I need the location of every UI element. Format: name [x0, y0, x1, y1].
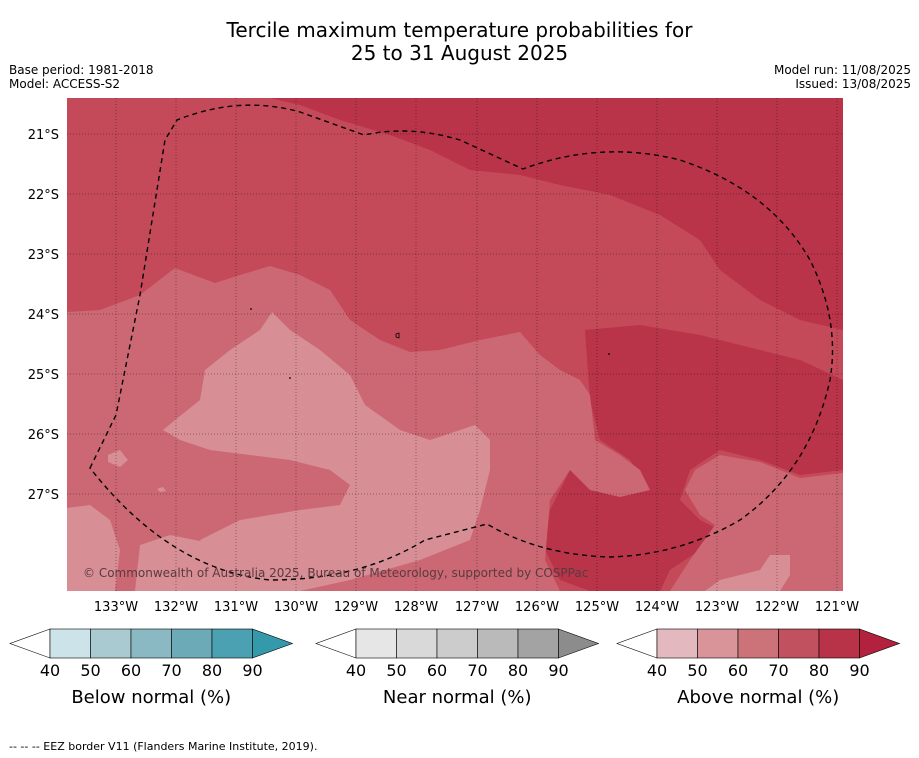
colorbar-tick-label: 70 — [467, 661, 487, 680]
colorbar-tick-label: 60 — [121, 661, 141, 680]
colorbar-segment — [90, 628, 132, 659]
region-above-50-islet2 — [157, 487, 166, 492]
colorbar-title: Below normal (%) — [71, 687, 231, 708]
colorbar-title: Near normal (%) — [383, 687, 532, 708]
colorbars: 40 50 60 70 80 90 Below normal (%) 40 50 60 70 80 90… — [9, 628, 901, 708]
region-above-50-se — [705, 555, 790, 591]
lat-label: 27°S — [28, 488, 59, 503]
colorbar-tick-label: 90 — [849, 661, 869, 680]
region-above-50-islet — [108, 450, 128, 467]
issued-date: Issued: 13/08/2025 — [795, 77, 911, 91]
meta-left: Base period: 1981-2018 Model: ACCESS-S2 — [9, 63, 154, 91]
lon-label: 131°W — [214, 600, 258, 615]
eez-border — [89, 104, 834, 581]
colorbar-tick-label: 90 — [548, 661, 568, 680]
colorbar-under-arrow — [315, 628, 357, 659]
colorbar-under-arrow — [9, 628, 51, 659]
lon-label: 129°W — [334, 600, 378, 615]
colorbar-tick-label: 50 — [687, 661, 707, 680]
lon-label: 128°W — [394, 600, 438, 615]
colorbar-over-arrow — [558, 628, 600, 659]
colorbar-over-arrow — [859, 628, 901, 659]
island-dot-3 — [608, 353, 610, 355]
colorbar-segment — [130, 628, 172, 659]
colorbar-segment — [656, 628, 698, 659]
colorbar: 40 50 60 70 80 90 Above normal (%) — [616, 628, 901, 708]
model-run: Model run: 11/08/2025 — [773, 63, 911, 77]
island-dot-2 — [289, 377, 291, 379]
colorbar-segment — [171, 628, 213, 659]
lon-label: 125°W — [575, 600, 619, 615]
lat-label: 25°S — [28, 368, 59, 383]
map-title: Tercile maximum temperature probabilitie… — [0, 19, 919, 65]
lon-label: 130°W — [274, 600, 318, 615]
lon-label: 133°W — [94, 600, 138, 615]
region-above-80 — [270, 98, 843, 330]
colorbar-over-arrow — [252, 628, 294, 659]
colorbar-tick-label: 60 — [427, 661, 447, 680]
colorbar-segment — [355, 628, 397, 659]
island-marker — [395, 332, 400, 339]
lat-label: 23°S — [28, 248, 59, 263]
colorbar-segment — [396, 628, 438, 659]
title-line-1: Tercile maximum temperature probabilitie… — [226, 18, 693, 42]
lon-labels: 133°W 132°W 131°W 130°W 129°W 128°W 127°… — [94, 600, 859, 615]
lat-label: 26°S — [28, 428, 59, 443]
colorbar-segment — [517, 628, 559, 659]
lon-label: 127°W — [455, 600, 499, 615]
region-above-80-patch — [822, 217, 843, 260]
lat-label: 22°S — [28, 188, 59, 203]
colorbar-tick-label: 60 — [728, 661, 748, 680]
colorbar-tick-label: 70 — [161, 661, 181, 680]
region-above-80-east — [545, 325, 843, 591]
region-above-60-se — [670, 455, 843, 591]
colorbar-segment — [49, 628, 91, 659]
base-period: Base period: 1981-2018 — [9, 63, 154, 77]
title-line-2: 25 to 31 August 2025 — [350, 41, 569, 65]
colorbar-tick-label: 90 — [242, 661, 262, 680]
colorbar-segment — [436, 628, 478, 659]
region-above-50-west — [67, 505, 120, 591]
colorbar-segment — [697, 628, 739, 659]
colorbar-tick-label: 40 — [346, 661, 366, 680]
eez-legend-footer: -- -- -- EEZ border V11 (Flanders Marine… — [9, 740, 318, 753]
colorbar-segment — [211, 628, 253, 659]
colorbar-segment — [778, 628, 820, 659]
colorbar-tick-label: 50 — [80, 661, 100, 680]
colorbar-segment — [818, 628, 860, 659]
grid-lines — [67, 98, 843, 591]
colorbar-tick-label: 40 — [40, 661, 60, 680]
island-dot-1 — [250, 308, 252, 310]
colorbar: 40 50 60 70 80 90 Near normal (%) — [315, 628, 600, 708]
meta-right: Model run: 11/08/2025 Issued: 13/08/2025 — [774, 63, 911, 91]
colorbar-tick-label: 70 — [768, 661, 788, 680]
lon-label: 126°W — [515, 600, 559, 615]
colorbar-tick-label: 50 — [386, 661, 406, 680]
lon-label: 122°W — [755, 600, 799, 615]
lon-label: 121°W — [815, 600, 859, 615]
copyright-notice: © Commonwealth of Australia 2025, Bureau… — [83, 566, 588, 580]
lat-label: 21°S — [28, 128, 59, 143]
lon-label: 123°W — [695, 600, 739, 615]
colorbar-under-arrow — [616, 628, 658, 659]
colorbar-segment — [737, 628, 779, 659]
lon-label: 124°W — [635, 600, 679, 615]
colorbar-tick-label: 80 — [809, 661, 829, 680]
colorbar-tick-label: 80 — [508, 661, 528, 680]
colorbar-title: Above normal (%) — [677, 687, 839, 708]
colorbar-tick-label: 40 — [647, 661, 667, 680]
lat-label: 24°S — [28, 308, 59, 323]
region-above-50 — [163, 312, 490, 591]
lat-labels: 21°S 22°S 23°S 24°S 25°S 26°S 27°S — [28, 128, 59, 503]
map-plot-area: © Commonwealth of Australia 2025, Bureau… — [67, 98, 843, 591]
colorbar-tick-label: 80 — [202, 661, 222, 680]
lon-label: 132°W — [154, 600, 198, 615]
colorbar: 40 50 60 70 80 90 Below normal (%) — [9, 628, 294, 708]
colorbar-segment — [477, 628, 519, 659]
model-name: Model: ACCESS-S2 — [9, 77, 121, 91]
